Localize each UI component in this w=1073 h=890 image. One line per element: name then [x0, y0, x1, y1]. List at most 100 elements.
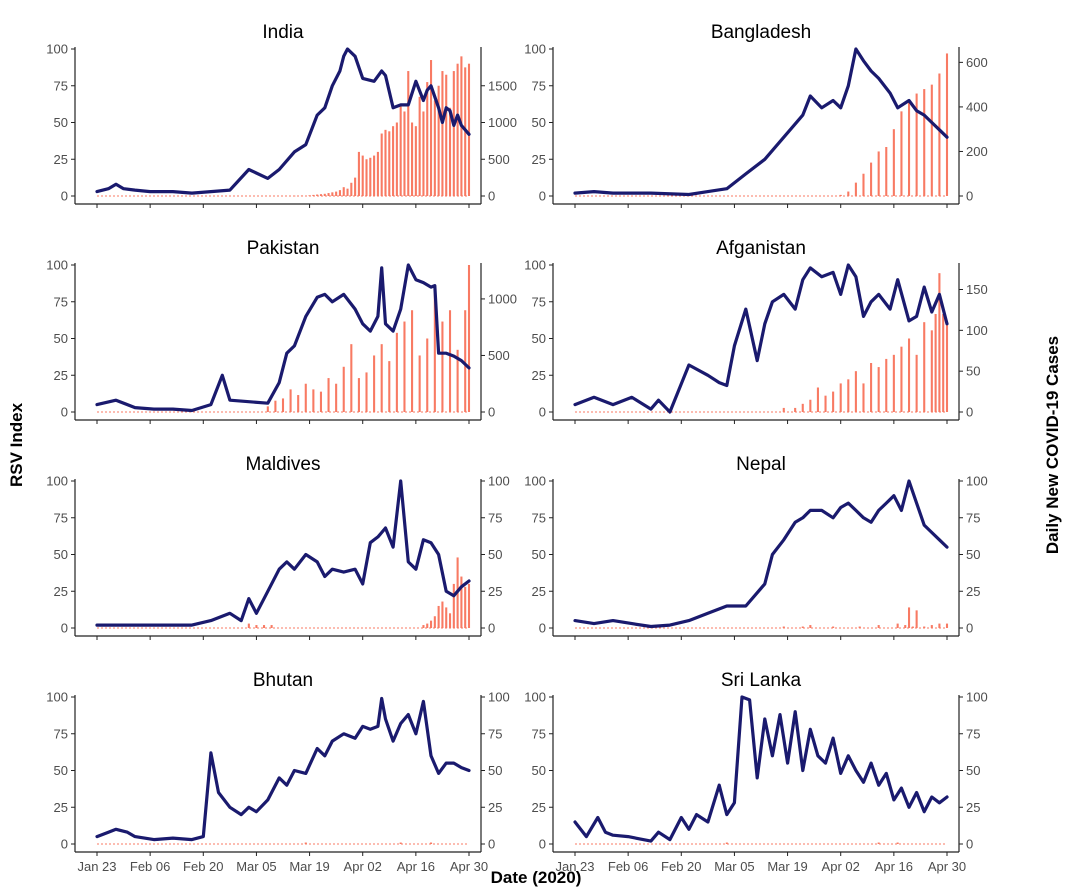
- case-bar: [801, 626, 804, 628]
- x-tick-label: Apr 16: [397, 859, 435, 874]
- case-bar: [289, 389, 292, 412]
- case-bar: [354, 177, 357, 196]
- case-bar: [907, 607, 911, 628]
- case-bar: [839, 383, 842, 412]
- right-tick-label: 75: [966, 510, 980, 525]
- left-tick-label: 50: [532, 763, 546, 778]
- right-tick-label: 1500: [488, 78, 517, 93]
- right-tick-label: 100: [488, 474, 510, 489]
- case-bar: [342, 187, 345, 196]
- case-bar: [429, 60, 433, 197]
- case-bar: [915, 354, 918, 412]
- case-bar: [350, 344, 353, 412]
- case-bar: [445, 607, 448, 628]
- case-bar: [938, 273, 941, 412]
- case-bar: [904, 625, 907, 628]
- case-bar: [380, 344, 383, 412]
- right-tick-label: 100: [488, 690, 510, 705]
- case-bar: [327, 193, 330, 196]
- right-tick-label: 0: [966, 621, 973, 636]
- left-tick-label: 25: [532, 584, 546, 599]
- right-tick-label: 0: [488, 189, 495, 204]
- panel-title: India: [262, 22, 304, 43]
- x-tick-label: Feb 06: [608, 859, 648, 874]
- case-bar: [448, 107, 452, 196]
- panel-title: Bangladesh: [711, 22, 811, 43]
- panel-title: Nepal: [736, 454, 786, 475]
- case-bar: [445, 74, 448, 196]
- case-bar: [464, 310, 467, 412]
- left-tick-label: 25: [532, 368, 546, 383]
- x-tick-label: Apr 02: [344, 859, 382, 874]
- case-bar: [832, 626, 835, 628]
- case-bar: [801, 403, 804, 412]
- left-tick-label: 100: [46, 690, 68, 705]
- right-tick-label: 0: [488, 405, 495, 420]
- case-bar: [395, 122, 398, 196]
- case-bar: [847, 379, 850, 412]
- right-tick-label: 150: [966, 282, 988, 297]
- rsv-line: [573, 695, 949, 843]
- right-tick-label: 500: [488, 152, 510, 167]
- case-bar: [854, 371, 857, 412]
- right-tick-label: 25: [488, 800, 502, 815]
- panel-afganistan: Afganistan 0 25 50 75 100 0 50 100 150: [524, 238, 988, 424]
- case-bar: [247, 623, 250, 628]
- x-tick-label: Apr 30: [450, 859, 488, 874]
- case-bar: [915, 610, 918, 628]
- right-tick-label: 50: [488, 763, 502, 778]
- panel-bangladesh: Bangladesh 0 25 50 75 100 0 200 400 600: [524, 22, 988, 208]
- left-tick-label: 100: [46, 258, 68, 273]
- case-bar: [376, 151, 379, 196]
- y-right-label: Daily New COVID-19 Cases: [1043, 336, 1062, 554]
- left-tick-label: 75: [54, 78, 68, 93]
- case-bar: [392, 126, 395, 196]
- right-tick-label: 75: [488, 510, 502, 525]
- left-tick-label: 75: [532, 78, 546, 93]
- case-bar: [448, 310, 452, 412]
- case-bar: [316, 194, 319, 196]
- case-bar: [900, 346, 903, 412]
- x-tick-label: Apr 30: [928, 859, 966, 874]
- case-bar: [930, 84, 933, 196]
- case-bar: [900, 111, 903, 196]
- case-bar: [934, 314, 937, 412]
- left-tick-label: 75: [532, 294, 546, 309]
- case-bar: [426, 338, 429, 412]
- right-tick-label: 25: [966, 800, 980, 815]
- case-bar: [335, 191, 338, 196]
- left-tick-label: 100: [524, 690, 546, 705]
- right-tick-label: 1000: [488, 115, 517, 130]
- left-tick-label: 0: [61, 621, 68, 636]
- case-bar: [399, 104, 402, 196]
- case-bar: [437, 85, 440, 196]
- panel-sri-lanka: Sri Lanka 0 25 50 75 100 0 25 50 75 100 Jan 23 Feb 0…: [524, 670, 987, 874]
- left-tick-label: 75: [532, 726, 546, 741]
- case-bar: [441, 71, 444, 196]
- case-bar: [331, 192, 334, 196]
- case-bar: [809, 399, 812, 412]
- right-tick-label: 100: [966, 474, 988, 489]
- case-bar: [467, 583, 471, 628]
- case-bar: [923, 89, 926, 196]
- case-bar: [870, 162, 873, 196]
- right-tick-label: 50: [966, 364, 980, 379]
- case-bar: [403, 321, 406, 412]
- right-tick-label: 50: [966, 547, 980, 562]
- left-tick-label: 75: [532, 510, 546, 525]
- case-bar: [460, 576, 463, 628]
- case-bar: [452, 583, 455, 628]
- case-bar: [794, 407, 797, 412]
- rsv-line: [95, 263, 471, 413]
- case-bar: [319, 391, 323, 412]
- case-bar: [300, 195, 304, 197]
- case-bar: [945, 623, 949, 628]
- case-bar: [915, 93, 918, 196]
- case-bar: [422, 625, 425, 628]
- right-tick-label: 0: [488, 837, 495, 852]
- left-tick-label: 75: [54, 510, 68, 525]
- case-bar: [816, 387, 819, 412]
